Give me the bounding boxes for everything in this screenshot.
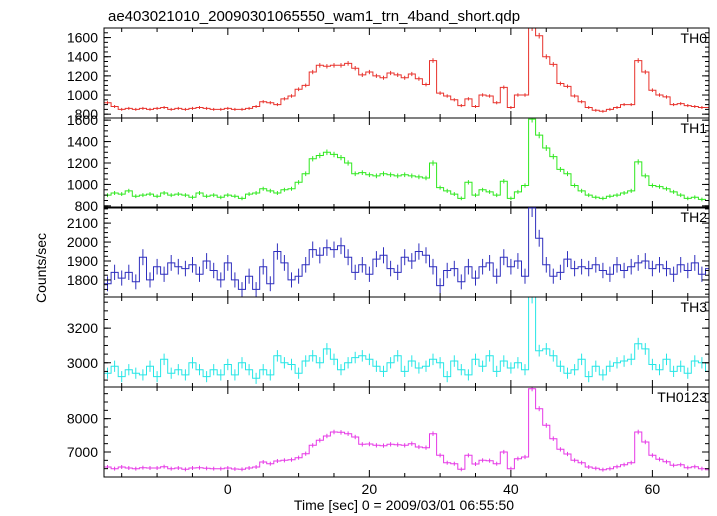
y-tick-label: 3200	[67, 320, 98, 336]
panel-frame	[103, 296, 710, 388]
y-tick-label: 1000	[67, 87, 98, 103]
panel-frame	[103, 386, 710, 478]
panel-th0123: 7000 8000 TH0123	[67, 386, 710, 478]
panel-label: TH0	[681, 30, 708, 46]
x-tick-label: 0	[224, 481, 232, 497]
panel-label: TH3	[681, 299, 708, 315]
panel-label: TH1	[681, 120, 708, 136]
series-line	[104, 118, 709, 201]
chart-title: ae403021010_20090301065550_wam1_trn_4ban…	[108, 8, 520, 25]
series-line	[104, 297, 709, 379]
series-line	[104, 28, 709, 112]
series-th3	[104, 297, 709, 384]
y-tick-label: 1600	[67, 112, 98, 128]
panel-frame	[103, 117, 710, 209]
x-axis: 0 20 40 60	[224, 481, 660, 497]
series-th1	[104, 118, 709, 203]
y-tick-label: 1600	[67, 30, 98, 46]
y-tick-label: 1200	[67, 155, 98, 171]
y-tick-label: 2100	[67, 215, 98, 231]
panel-th3: 3000 3200 TH3	[67, 296, 710, 388]
series-th0	[104, 28, 709, 113]
panel-label: TH0123	[657, 389, 707, 405]
y-tick-label: 1000	[67, 176, 98, 192]
y-axis-label: Counts/sec	[33, 233, 49, 303]
panel-frame	[103, 27, 710, 119]
series-line	[104, 207, 709, 290]
panels-group: 800 1000 1200 1400 1600 TH0 800 1000 1200 1400 160…	[67, 27, 710, 478]
y-tick-label: 7000	[67, 444, 98, 460]
series-line	[104, 388, 709, 471]
x-tick-label: 60	[645, 481, 661, 497]
y-tick-label: 800	[75, 106, 99, 122]
panel-th0: 800 1000 1200 1400 1600 TH0	[67, 27, 710, 122]
y-tick-label: 8000	[67, 411, 98, 427]
y-tick-label: 1400	[67, 134, 98, 150]
panel-th2: 1800 1900 2000 2100 TH2	[67, 206, 710, 298]
panel-frame	[103, 206, 710, 298]
y-tick-label: 1900	[67, 253, 98, 269]
panel-label: TH2	[681, 209, 708, 225]
y-tick-label: 3000	[67, 355, 98, 371]
series-th0123	[104, 387, 709, 472]
y-tick-label: 1400	[67, 49, 98, 65]
x-tick-label: 20	[362, 481, 378, 497]
x-tick-label: 40	[503, 481, 519, 497]
x-axis-label: Time [sec] 0 = 2009/03/01 06:55:50	[294, 497, 514, 513]
y-tick-label: 800	[75, 198, 99, 214]
y-tick-label: 1200	[67, 68, 98, 84]
panel-th1: 800 1000 1200 1400 1600 TH1	[67, 112, 710, 214]
y-tick-label: 1800	[67, 272, 98, 288]
series-th2	[104, 207, 709, 297]
y-tick-label: 2000	[67, 234, 98, 250]
